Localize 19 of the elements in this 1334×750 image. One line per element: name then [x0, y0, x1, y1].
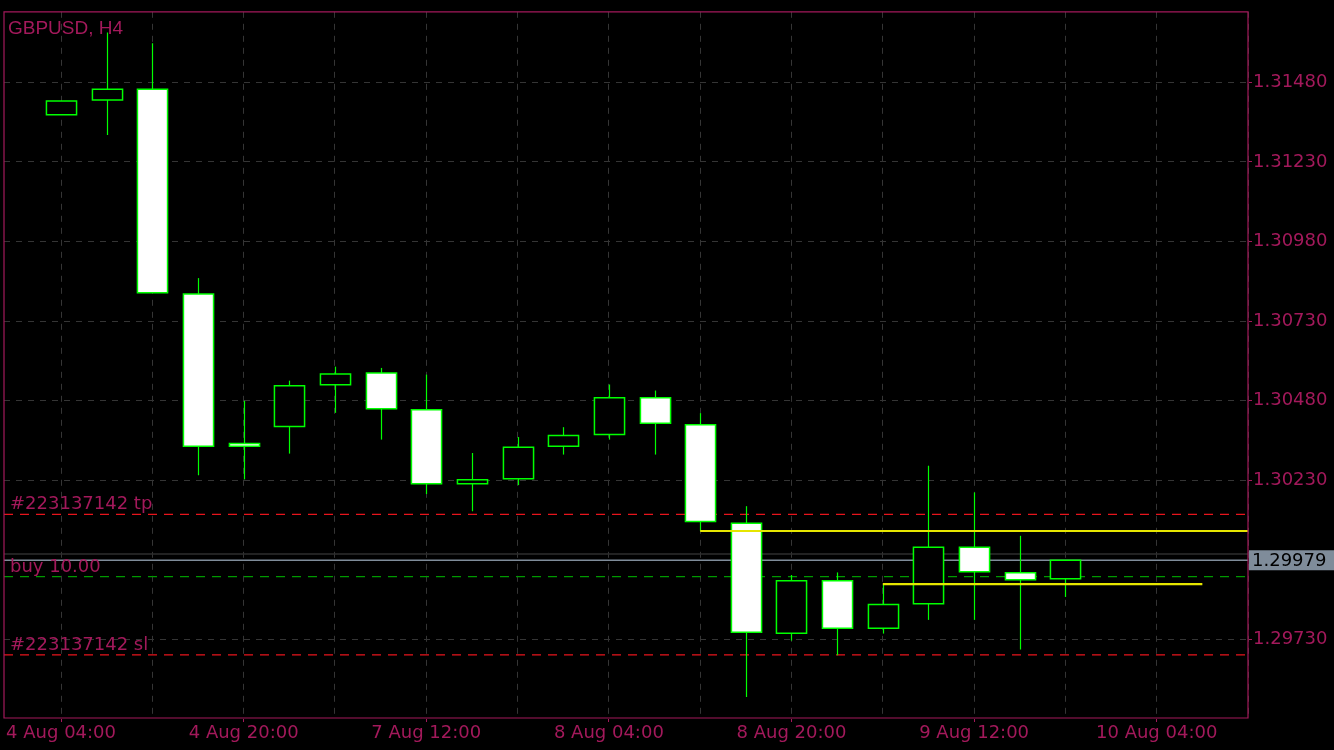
chart-title: GBPUSD, H4: [8, 16, 124, 38]
x-tick-label: 10 Aug 04:00: [1096, 721, 1218, 743]
y-tick-label: 1.30980: [1253, 229, 1328, 251]
ref-line-label: #223137142 sl: [10, 632, 149, 654]
y-tick-label: 1.29730: [1253, 627, 1328, 649]
y-tick-label: 1.31230: [1253, 149, 1328, 171]
x-tick-label: 4 Aug 04:00: [6, 721, 117, 743]
ref-line-label: #223137142 tp: [10, 492, 153, 514]
y-tick-label: 1.30480: [1253, 388, 1328, 410]
x-tick-label: 9 Aug 12:00: [919, 721, 1030, 743]
x-tick-label: 8 Aug 04:00: [553, 721, 664, 743]
y-tick-label: 1.30730: [1253, 308, 1328, 330]
y-tick-label: 1.31480: [1253, 69, 1328, 91]
x-tick-label: 4 Aug 20:00: [188, 721, 299, 743]
ref-line-label: 1.29979: [1252, 549, 1327, 570]
x-tick-label: 8 Aug 20:00: [736, 721, 847, 743]
ref-line-label: buy 10.00: [10, 554, 101, 576]
y-tick-label: 1.30230: [1253, 468, 1328, 490]
x-tick-label: 7 Aug 12:00: [371, 721, 482, 743]
